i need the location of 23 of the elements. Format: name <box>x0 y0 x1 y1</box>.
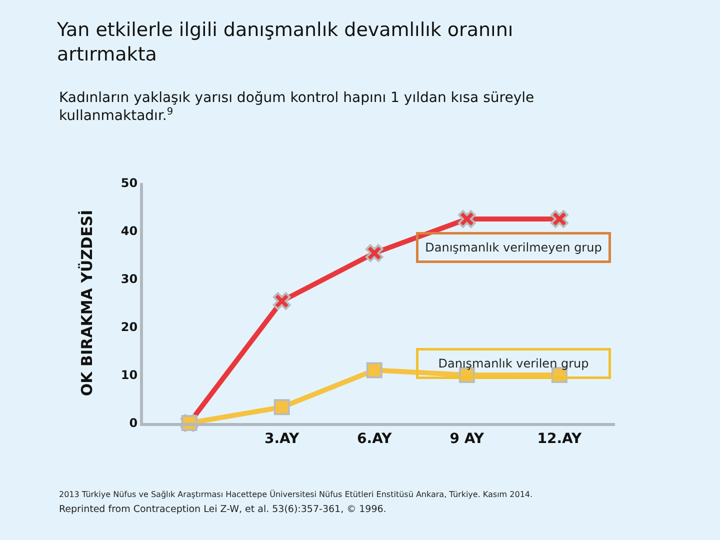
chart-title: Yan etkilerle ilgili danışmanlık devamlılık oranını artırmakta <box>56 19 514 66</box>
point <box>458 210 476 228</box>
y-tick-label: 40 <box>120 224 138 238</box>
y-tick-label: 0 <box>129 416 138 430</box>
text: 2013 Türkiye Nüfus ve Sağlık Araştırması Hacettepe Üniversitesi Nüfus Etütleri Enstitüsü Ankara, Türkiye. Kasım 2014. <box>59 489 533 499</box>
point <box>274 399 290 416</box>
chart-subtitle: Kadınların yaklaşık yarısı doğum kontrol hapını 1 yıldan kısa süreyle kullanmaktadır.$^{9}$ <box>59 90 534 124</box>
point <box>272 292 291 310</box>
y-tick-label: 30 <box>120 272 138 286</box>
x-tick-label: 9 AY <box>450 430 485 447</box>
x-tick-label: 3.AY <box>264 430 300 447</box>
point <box>366 362 382 378</box>
y-tick-label: 20 <box>120 320 138 334</box>
series-label: Danışmanlık verilmeyen grup <box>425 240 602 254</box>
text: Reprinted from Contraception Lei Z-W, et al. 53(6):357-361, © 1996. <box>59 504 386 515</box>
y-axis-title: OK BIRAKMA YÜZDESİ <box>78 210 96 396</box>
y-tick-label: 50 <box>120 176 138 190</box>
point <box>550 210 568 228</box>
x-tick-label: 6.AY <box>357 430 393 447</box>
y-tick-label: 10 <box>120 368 138 382</box>
x-tick-label: 12.AY <box>537 430 583 447</box>
point <box>365 244 384 262</box>
series-label: Danışmanlık verilen grup <box>438 356 589 370</box>
